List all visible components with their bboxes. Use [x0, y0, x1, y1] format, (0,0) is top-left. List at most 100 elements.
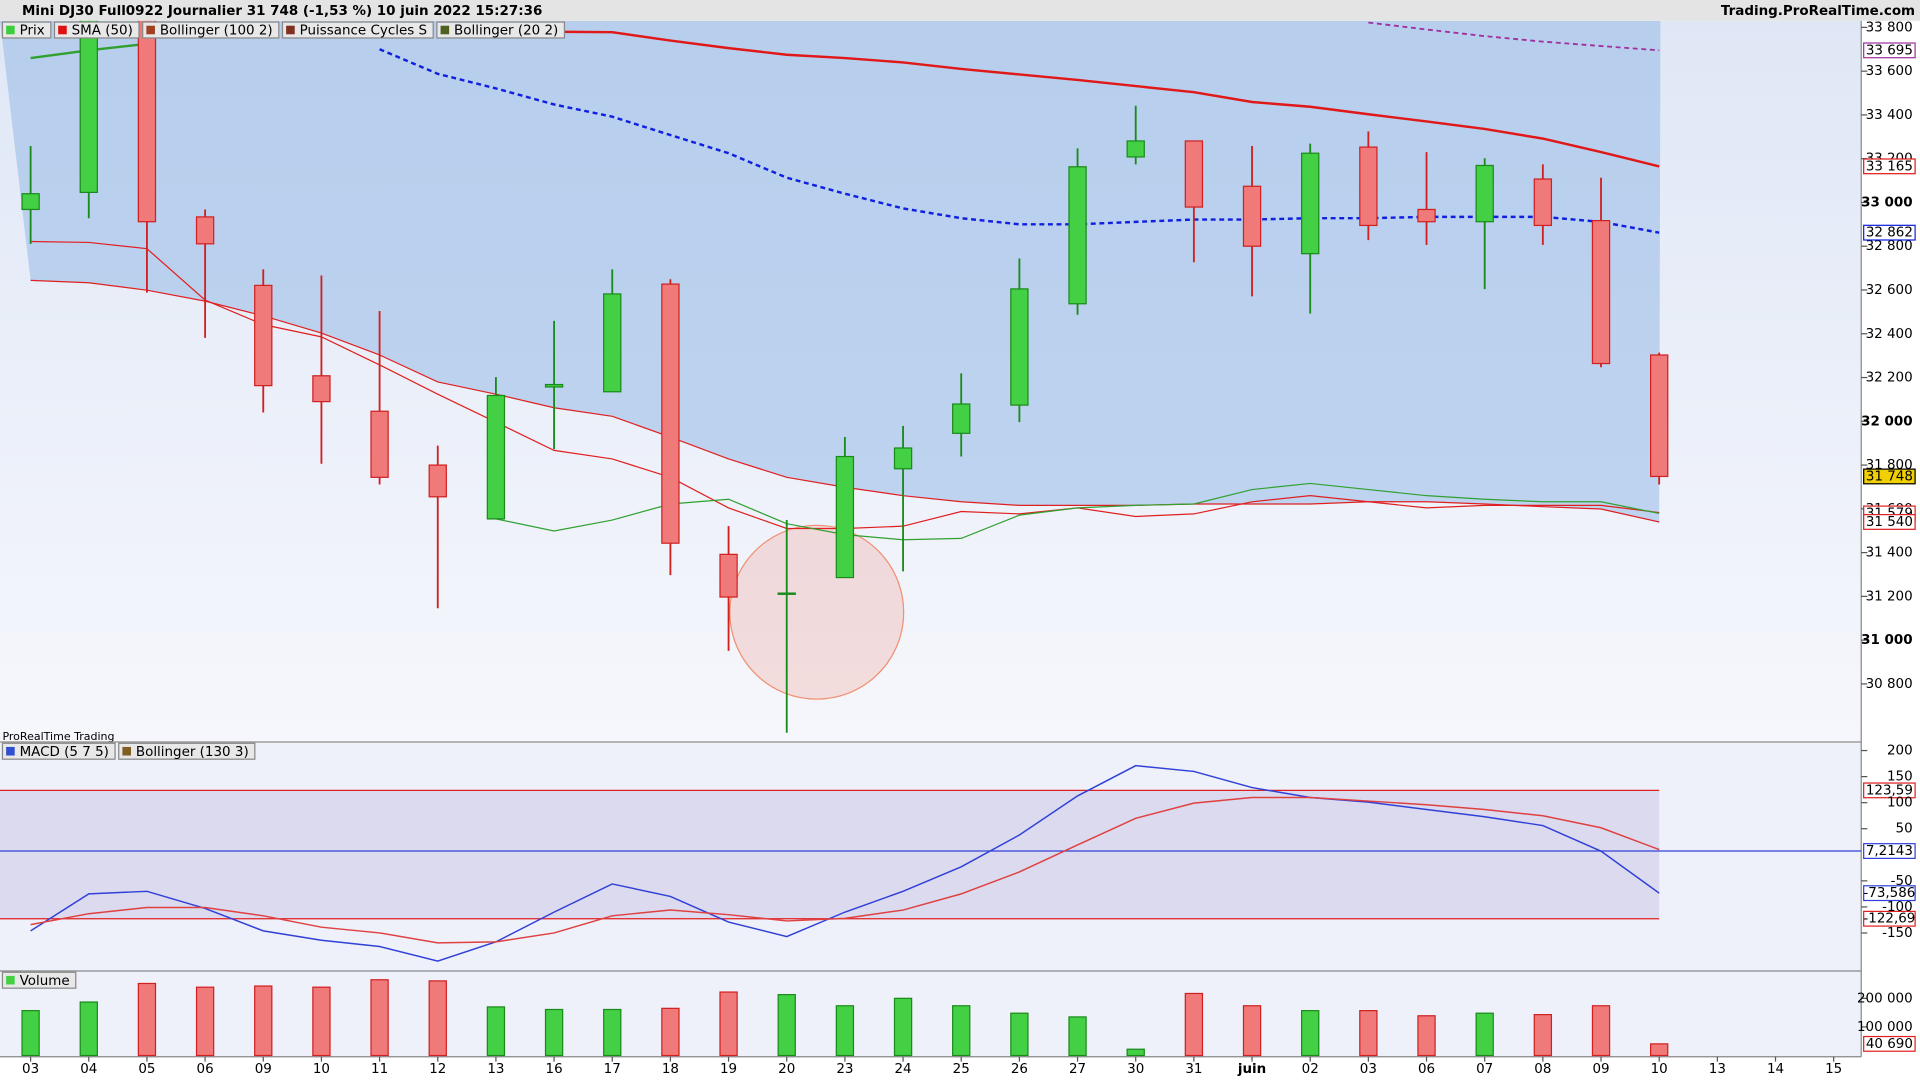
- volume-panel: [0, 971, 1862, 1057]
- volume-bar: [1184, 992, 1204, 1057]
- candle-body: [1650, 354, 1669, 478]
- value-tag-label: 40 690: [1866, 1037, 1913, 1052]
- band-area: [0, 20, 1661, 522]
- candle-body: [1184, 140, 1204, 208]
- candle-body: [486, 394, 506, 520]
- legend-box: [1, 971, 77, 989]
- volume-bar: [428, 980, 447, 1057]
- candle-body: [777, 592, 796, 595]
- band-fill: [0, 20, 1661, 522]
- x-tick-label: 06: [1418, 1062, 1435, 1077]
- x-tick-label: 26: [1011, 1062, 1028, 1077]
- volume-bar: [1417, 1015, 1436, 1057]
- candle-body: [254, 284, 273, 387]
- y-tick-label: 32 400: [1866, 327, 1913, 342]
- value-tag-label: 31 540: [1866, 515, 1913, 530]
- candle-body: [1010, 288, 1029, 406]
- volume-bar: [835, 1005, 855, 1057]
- legend-swatch: [6, 746, 15, 756]
- candle-body: [1591, 220, 1611, 365]
- series-line: [379, 48, 1660, 234]
- y-tick-label: 32 200: [1866, 371, 1913, 386]
- volume-bar: [1359, 1010, 1378, 1057]
- x-tick-label: 05: [138, 1062, 155, 1077]
- series-line: [495, 482, 1660, 541]
- volume-bar: [195, 986, 215, 1057]
- series-line: [30, 796, 1660, 944]
- value-tag-label: 32 862: [1866, 226, 1913, 241]
- value-tag-label: 33 695: [1866, 43, 1913, 58]
- x-tick-label: 25: [953, 1062, 970, 1077]
- legend-item: Puissance Cycles S: [281, 21, 434, 39]
- band-area: [0, 790, 1660, 919]
- y-tick-label: 33 800: [1866, 20, 1913, 35]
- series-line: [1368, 21, 1660, 52]
- legend-item: Volume: [1, 971, 77, 989]
- y-tick-label: 100: [1887, 796, 1913, 811]
- x-tick-label: 11: [371, 1062, 388, 1077]
- volume-bar: [952, 1005, 971, 1057]
- volume-bar: [1475, 1012, 1494, 1057]
- legend-swatch: [58, 25, 67, 35]
- candle-body: [893, 447, 913, 470]
- x-tick-label: 15: [1825, 1062, 1842, 1077]
- volume-bar: [1068, 1016, 1087, 1057]
- volume-bar: [1650, 1043, 1669, 1057]
- candle-body: [428, 464, 447, 498]
- watermark: ProRealTime Trading: [2, 730, 114, 743]
- legend-swatch: [6, 975, 15, 985]
- legend-label: MACD (5 7 5): [20, 745, 109, 760]
- legend-swatch: [286, 25, 295, 35]
- legend-box: [436, 21, 566, 39]
- legend-item: Bollinger (20 2): [436, 21, 566, 39]
- y-tick-label: 50: [1896, 822, 1913, 837]
- x-tick-label: 19: [720, 1062, 737, 1077]
- volume-bar: [21, 1010, 40, 1057]
- candle-body: [312, 375, 331, 403]
- candle-body: [1533, 178, 1553, 227]
- candle-body: [195, 216, 215, 245]
- legend-item: MACD (5 7 5): [1, 742, 116, 760]
- x-tick-label: 04: [80, 1062, 97, 1077]
- y-tick-label: 31 200: [1866, 589, 1913, 604]
- volume-bar: [1242, 1005, 1262, 1057]
- legend-item: Bollinger (100 2): [142, 21, 280, 39]
- y-tick-label: 33 400: [1866, 108, 1913, 123]
- x-tick-label: 24: [894, 1062, 911, 1077]
- candle-body: [79, 20, 98, 194]
- volume-bar: [603, 1008, 622, 1057]
- value-tag: [1863, 158, 1916, 175]
- value-tag-label: 7,2143: [1866, 844, 1913, 859]
- legend-box: [281, 21, 434, 39]
- volume-bar: [1010, 1012, 1029, 1057]
- volume-bar: [312, 986, 331, 1057]
- y-tick-label: -150: [1882, 926, 1913, 941]
- volume-bar: [1591, 1005, 1611, 1057]
- y-tick-label: 30 800: [1866, 677, 1913, 692]
- legend-label: Bollinger (20 2): [454, 24, 558, 39]
- volume-bar: [1126, 1048, 1145, 1057]
- legend-box: [1, 742, 116, 760]
- candle-body: [835, 455, 855, 579]
- value-tag: [1863, 42, 1916, 59]
- legend-swatch: [146, 25, 155, 35]
- value-tag: [1863, 782, 1916, 799]
- x-tick-label: 31: [1185, 1062, 1202, 1077]
- volume-bar: [719, 991, 738, 1057]
- x-tick-label: 03: [22, 1062, 39, 1077]
- candle-body: [1475, 164, 1494, 223]
- value-tag: [1863, 1035, 1916, 1052]
- volume-bar: [79, 1001, 98, 1057]
- candle-body: [1417, 208, 1436, 223]
- candle-body: [661, 283, 680, 544]
- legend-box: [53, 21, 140, 39]
- chart-title: Mini DJ30 Full0922 Journalier 31 748 (-1…: [22, 4, 542, 19]
- x-tick-label: 10: [1651, 1062, 1668, 1077]
- volume-bar: [137, 982, 157, 1057]
- y-tick-label: -50: [1891, 874, 1913, 889]
- candle-body: [603, 293, 622, 393]
- x-tick-label: 09: [255, 1062, 272, 1077]
- value-tag: [1863, 885, 1916, 902]
- macd-plot: [0, 764, 1862, 962]
